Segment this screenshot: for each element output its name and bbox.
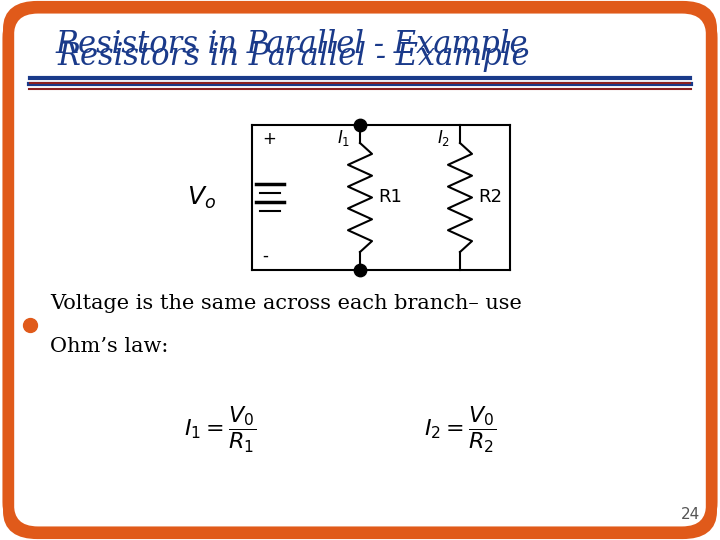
Text: Resistors in Parallel - Example: Resistors in Parallel - Example: [55, 30, 528, 60]
Text: $V_o$: $V_o$: [187, 184, 217, 211]
Text: $I_2 = \dfrac{V_0}{R_2}$: $I_2 = \dfrac{V_0}{R_2}$: [424, 405, 496, 455]
Text: $I_2$: $I_2$: [437, 128, 450, 148]
Point: [354, 266, 366, 274]
Text: Resistors in Parallel - Example: Resistors in Parallel - Example: [58, 41, 530, 72]
Point: [24, 321, 36, 329]
Text: 24: 24: [680, 507, 700, 522]
Point: [354, 120, 366, 129]
FancyBboxPatch shape: [9, 6, 711, 534]
Text: Voltage is the same across each branch– use: Voltage is the same across each branch– …: [50, 294, 522, 313]
Text: -: -: [262, 247, 268, 265]
Text: Ohm’s law:: Ohm’s law:: [50, 337, 168, 356]
Text: R1: R1: [378, 188, 402, 206]
Text: +: +: [262, 130, 276, 148]
Text: R2: R2: [478, 188, 502, 206]
Text: $I_1 = \dfrac{V_0}{R_1}$: $I_1 = \dfrac{V_0}{R_1}$: [184, 405, 256, 455]
Text: $I_1$: $I_1$: [337, 128, 350, 148]
